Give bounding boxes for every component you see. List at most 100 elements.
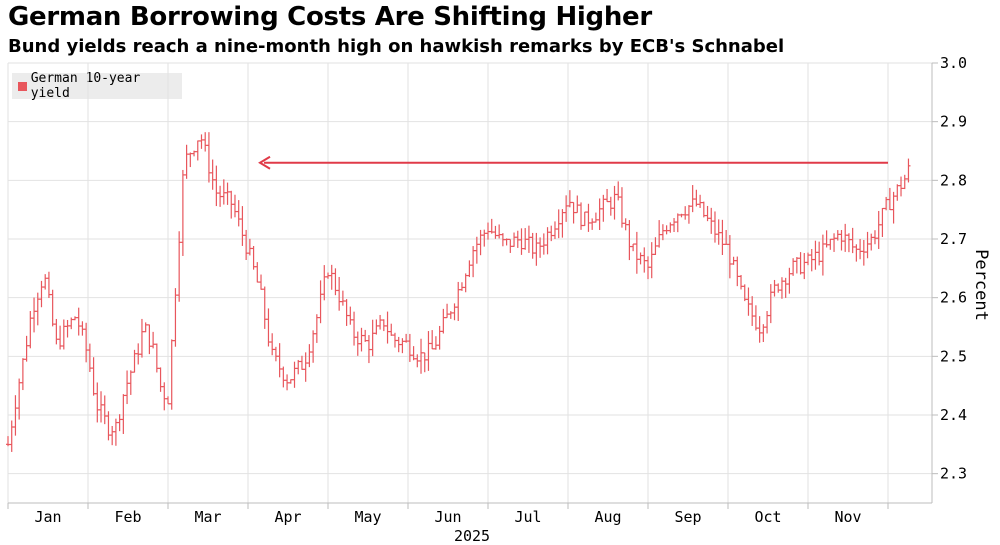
yield-day-bar (579, 202, 584, 230)
yield-day-bar (106, 411, 111, 441)
x-tick-label: Jul (514, 508, 541, 526)
yield-day-bar (136, 343, 141, 365)
yield-day-bar (623, 218, 628, 231)
yield-day-bar (433, 336, 438, 350)
yield-day-bar (601, 194, 606, 222)
yield-day-bar (653, 237, 658, 256)
yield-day-bar (113, 418, 118, 446)
yield-day-bar (173, 288, 178, 347)
yield-day-bar (415, 354, 420, 368)
yield-day-bar (776, 283, 781, 293)
yield-day-bar (526, 225, 531, 253)
x-tick-label: Aug (594, 508, 621, 526)
yield-day-bar (445, 303, 450, 319)
yield-day-bar (303, 352, 308, 382)
yield-day-bar (549, 225, 554, 242)
yield-day-bar (861, 239, 866, 266)
yield-day-bar (880, 207, 885, 238)
yield-day-bar (72, 316, 77, 321)
yield-day-bar (556, 209, 561, 239)
yield-day-bar (128, 370, 133, 395)
yield-day-bar (530, 232, 535, 259)
yield-day-bar (545, 227, 550, 255)
yield-day-bar (162, 382, 167, 411)
yield-day-bar (169, 339, 174, 410)
yield-day-bar (370, 319, 375, 357)
yield-day-bar (448, 311, 453, 319)
x-tick-label: Oct (754, 508, 781, 526)
yield-day-bar (660, 224, 665, 241)
yield-day-bar (426, 331, 431, 371)
yield-day-bar (32, 297, 37, 333)
chart-title: German Borrowing Costs Are Shifting High… (8, 2, 652, 32)
yield-day-bar (61, 319, 66, 350)
yield-day-bar (251, 245, 256, 270)
yield-day-bar (727, 235, 732, 279)
yield-day-bar (832, 233, 837, 252)
y-tick-label: 2.8 (940, 171, 967, 189)
yield-day-bar (452, 303, 457, 321)
yield-day-bar (392, 332, 397, 348)
yield-day-bar (154, 343, 159, 373)
yield-day-bar (366, 335, 371, 364)
yield-day-bar (876, 210, 881, 249)
yield-day-bar (884, 196, 889, 211)
yield-day-bar (281, 366, 286, 388)
y-tick-label: 2.4 (940, 406, 967, 424)
yield-day-bar (255, 262, 260, 283)
yield-day-bar (512, 232, 517, 247)
yield-day-bar (143, 322, 148, 333)
yield-day-bar (638, 252, 643, 265)
yield-day-bar (199, 134, 204, 149)
yield-day-bar (746, 287, 751, 316)
yield-day-bar (515, 230, 520, 248)
yield-day-bar (709, 207, 714, 234)
yield-day-bar (467, 260, 472, 278)
yield-day-bar (575, 195, 580, 214)
yield-day-bar (322, 265, 327, 301)
yield-day-bar (571, 201, 576, 224)
yield-day-bar (858, 238, 863, 260)
yield-day-bar (504, 238, 509, 246)
yield-day-bar (259, 274, 264, 290)
yield-day-bar (482, 229, 487, 247)
yield-day-bar (690, 185, 695, 213)
yield-day-bar (835, 230, 840, 241)
yield-day-bar (902, 174, 907, 190)
yield-day-bar (378, 314, 383, 330)
yield-day-bar (519, 228, 524, 255)
yield-day-bar (311, 330, 316, 363)
yield-day-bar (668, 222, 673, 233)
yield-day-bar (266, 308, 271, 347)
yield-day-bar (9, 420, 14, 452)
yield-day-bar (400, 338, 405, 354)
yield-day-bar (229, 190, 234, 219)
yield-day-bar (590, 218, 595, 230)
yield-day-bar (657, 220, 662, 248)
yield-day-bar (597, 198, 602, 231)
yield-day-bar (117, 414, 122, 432)
yield-day-bar (236, 200, 241, 227)
yield-day-bar (672, 218, 677, 233)
yield-day-bar (91, 357, 96, 396)
yield-day-bar (99, 391, 104, 423)
yield-day-bar (65, 319, 70, 338)
yield-day-bar (54, 318, 59, 345)
yield-day-bar (147, 324, 152, 355)
yield-day-bar (419, 338, 424, 374)
yield-day-bar (24, 335, 29, 362)
yield-day-bar (340, 290, 345, 306)
yield-day-bar (35, 292, 40, 326)
yield-day-bar (716, 219, 721, 245)
yield-day-bar (270, 333, 275, 356)
yield-day-bar (605, 188, 610, 203)
yield-day-bar (20, 358, 25, 391)
yield-day-bar (314, 314, 319, 343)
yield-day-bar (177, 231, 182, 302)
yield-day-bar (642, 247, 647, 273)
yield-day-bar (742, 284, 747, 302)
yield-day-bar (854, 244, 859, 262)
yield-day-bar (166, 396, 170, 405)
yield-day-bar (329, 264, 334, 290)
